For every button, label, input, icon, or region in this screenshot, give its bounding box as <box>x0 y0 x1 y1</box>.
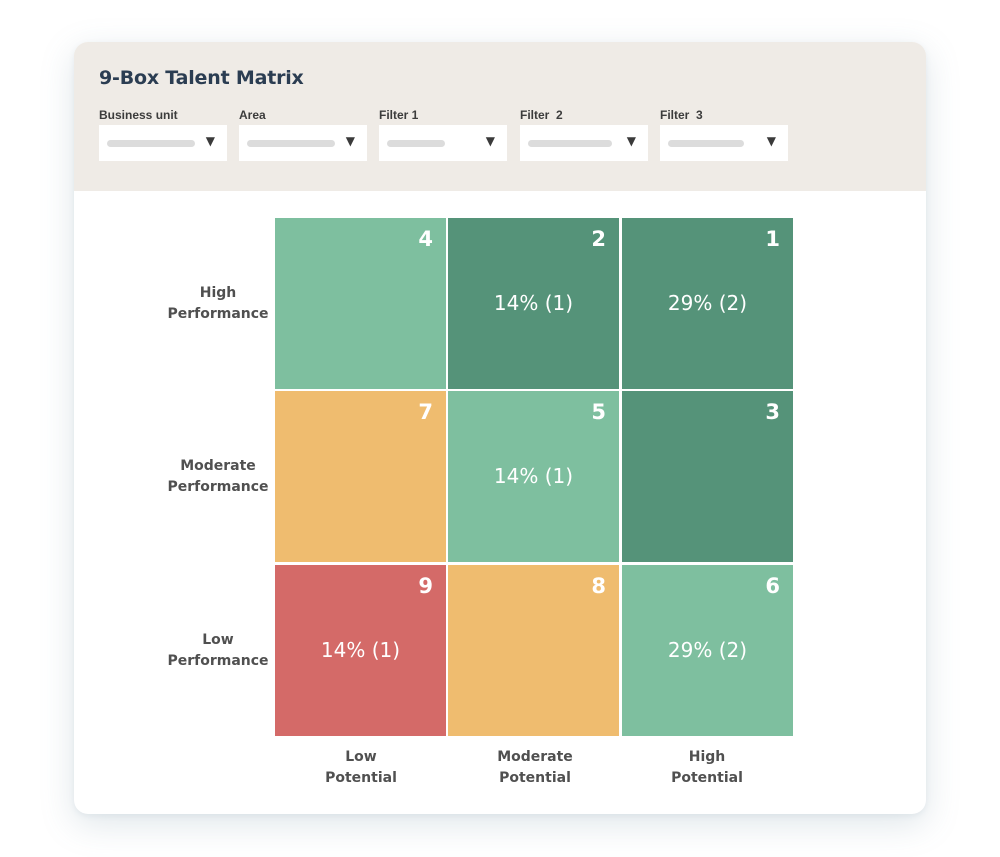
page-title: 9-Box Talent Matrix <box>99 67 304 89</box>
box-6[interactable]: 6 29% (2) <box>622 565 793 736</box>
filter-area: Area ▼ <box>239 108 367 161</box>
col-label-line: Potential <box>325 770 397 786</box>
filter-label: Area <box>239 108 266 122</box>
box-number: 2 <box>591 227 606 251</box>
box-4[interactable]: 4 <box>275 218 446 389</box>
box-number: 8 <box>591 574 606 598</box>
box-5[interactable]: 5 14% (1) <box>448 391 619 562</box>
filter-header: 9-Box Talent Matrix Business unit ▼ Area… <box>74 42 926 191</box>
placeholder-bar <box>107 140 195 147</box>
placeholder-bar <box>247 140 335 147</box>
filter-2: Filter 2 ▼ <box>520 108 648 161</box>
chevron-down-icon: ▼ <box>766 134 776 148</box>
col-label-low-potential: Low Potential <box>286 747 436 789</box>
box-value: 29% (2) <box>667 638 748 662</box>
talent-matrix-card: 9-Box Talent Matrix Business unit ▼ Area… <box>74 42 926 814</box>
col-label-line: Potential <box>671 770 743 786</box>
filter-business-unit: Business unit ▼ <box>99 108 227 161</box>
box-number: 6 <box>765 574 780 598</box>
box-value: 29% (2) <box>667 291 748 315</box>
box-value: 14% (1) <box>493 291 574 315</box>
chevron-down-icon: ▼ <box>205 134 215 148</box>
placeholder-bar <box>528 140 612 147</box>
chevron-down-icon: ▼ <box>626 134 636 148</box>
filter-1: Filter 1 ▼ <box>379 108 507 161</box>
row-label-line: Performance <box>167 653 269 669</box>
row-label-line: Performance <box>167 306 269 322</box>
row-label-line: Low <box>202 632 234 648</box>
chevron-down-icon: ▼ <box>345 134 355 148</box>
box-8[interactable]: 8 <box>448 565 619 736</box>
box-7[interactable]: 7 <box>275 391 446 562</box>
filter-3-select[interactable]: ▼ <box>660 125 788 161</box>
filter-1-select[interactable]: ▼ <box>379 125 507 161</box>
box-number: 3 <box>765 400 780 424</box>
box-value: 14% (1) <box>493 464 574 488</box>
col-label-line: Low <box>345 749 377 765</box>
box-number: 1 <box>765 227 780 251</box>
row-label-moderate-performance: Moderate Performance <box>163 456 273 498</box>
box-9[interactable]: 9 14% (1) <box>275 565 446 736</box>
chevron-down-icon: ▼ <box>485 134 495 148</box>
placeholder-bar <box>387 140 445 147</box>
filter-label: Filter 1 <box>379 108 419 122</box>
box-number: 4 <box>418 227 433 251</box>
col-label-line: Potential <box>499 770 571 786</box>
filter-2-select[interactable]: ▼ <box>520 125 648 161</box>
row-label-line: High <box>199 285 237 301</box>
area-select[interactable]: ▼ <box>239 125 367 161</box>
col-label-line: Moderate <box>497 749 573 765</box>
box-number: 9 <box>418 574 433 598</box>
box-2[interactable]: 2 14% (1) <box>448 218 619 389</box>
filter-label: Filter 2 <box>520 108 563 122</box>
col-label-high-potential: High Potential <box>632 747 782 789</box>
box-number: 5 <box>591 400 606 424</box>
row-label-line: Moderate <box>180 458 256 474</box>
box-value: 14% (1) <box>320 638 401 662</box>
row-label-low-performance: Low Performance <box>163 630 273 672</box>
filter-3: Filter 3 ▼ <box>660 108 788 161</box>
col-label-line: High <box>688 749 726 765</box>
nine-box-grid: 4 2 14% (1) 1 29% (2) 7 5 14% (1) 3 9 14… <box>275 218 796 739</box>
box-3[interactable]: 3 <box>622 391 793 562</box>
row-label-high-performance: High Performance <box>163 283 273 325</box>
col-label-moderate-potential: Moderate Potential <box>460 747 610 789</box>
business-unit-select[interactable]: ▼ <box>99 125 227 161</box>
box-1[interactable]: 1 29% (2) <box>622 218 793 389</box>
filter-label: Business unit <box>99 108 178 122</box>
placeholder-bar <box>668 140 744 147</box>
filter-label: Filter 3 <box>660 108 703 122</box>
box-number: 7 <box>418 400 433 424</box>
row-label-line: Performance <box>167 479 269 495</box>
